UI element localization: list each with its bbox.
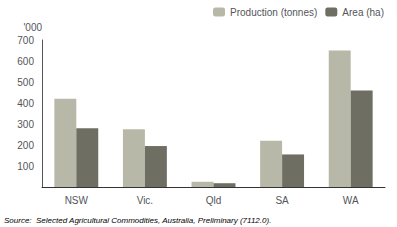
svg-text:Vic.: Vic. — [137, 195, 154, 206]
svg-text:200: 200 — [17, 140, 34, 151]
svg-text:Area (ha): Area (ha) — [342, 7, 384, 18]
svg-text:500: 500 — [17, 77, 34, 88]
svg-text:600: 600 — [17, 56, 34, 67]
svg-text:100: 100 — [17, 161, 34, 172]
svg-text:NSW: NSW — [65, 195, 89, 206]
svg-text:WA: WA — [343, 195, 359, 206]
svg-text:300: 300 — [17, 119, 34, 130]
svg-text:SA: SA — [275, 195, 289, 206]
svg-text:Production (tonnes): Production (tonnes) — [230, 7, 317, 18]
svg-text:'000: '000 — [23, 22, 42, 33]
svg-text:700: 700 — [17, 35, 34, 46]
svg-text:Qld: Qld — [206, 195, 222, 206]
svg-text:Source: Selected Agricultural: Source: Selected Agricultural Commoditie… — [4, 216, 271, 225]
svg-text:400: 400 — [17, 98, 34, 109]
